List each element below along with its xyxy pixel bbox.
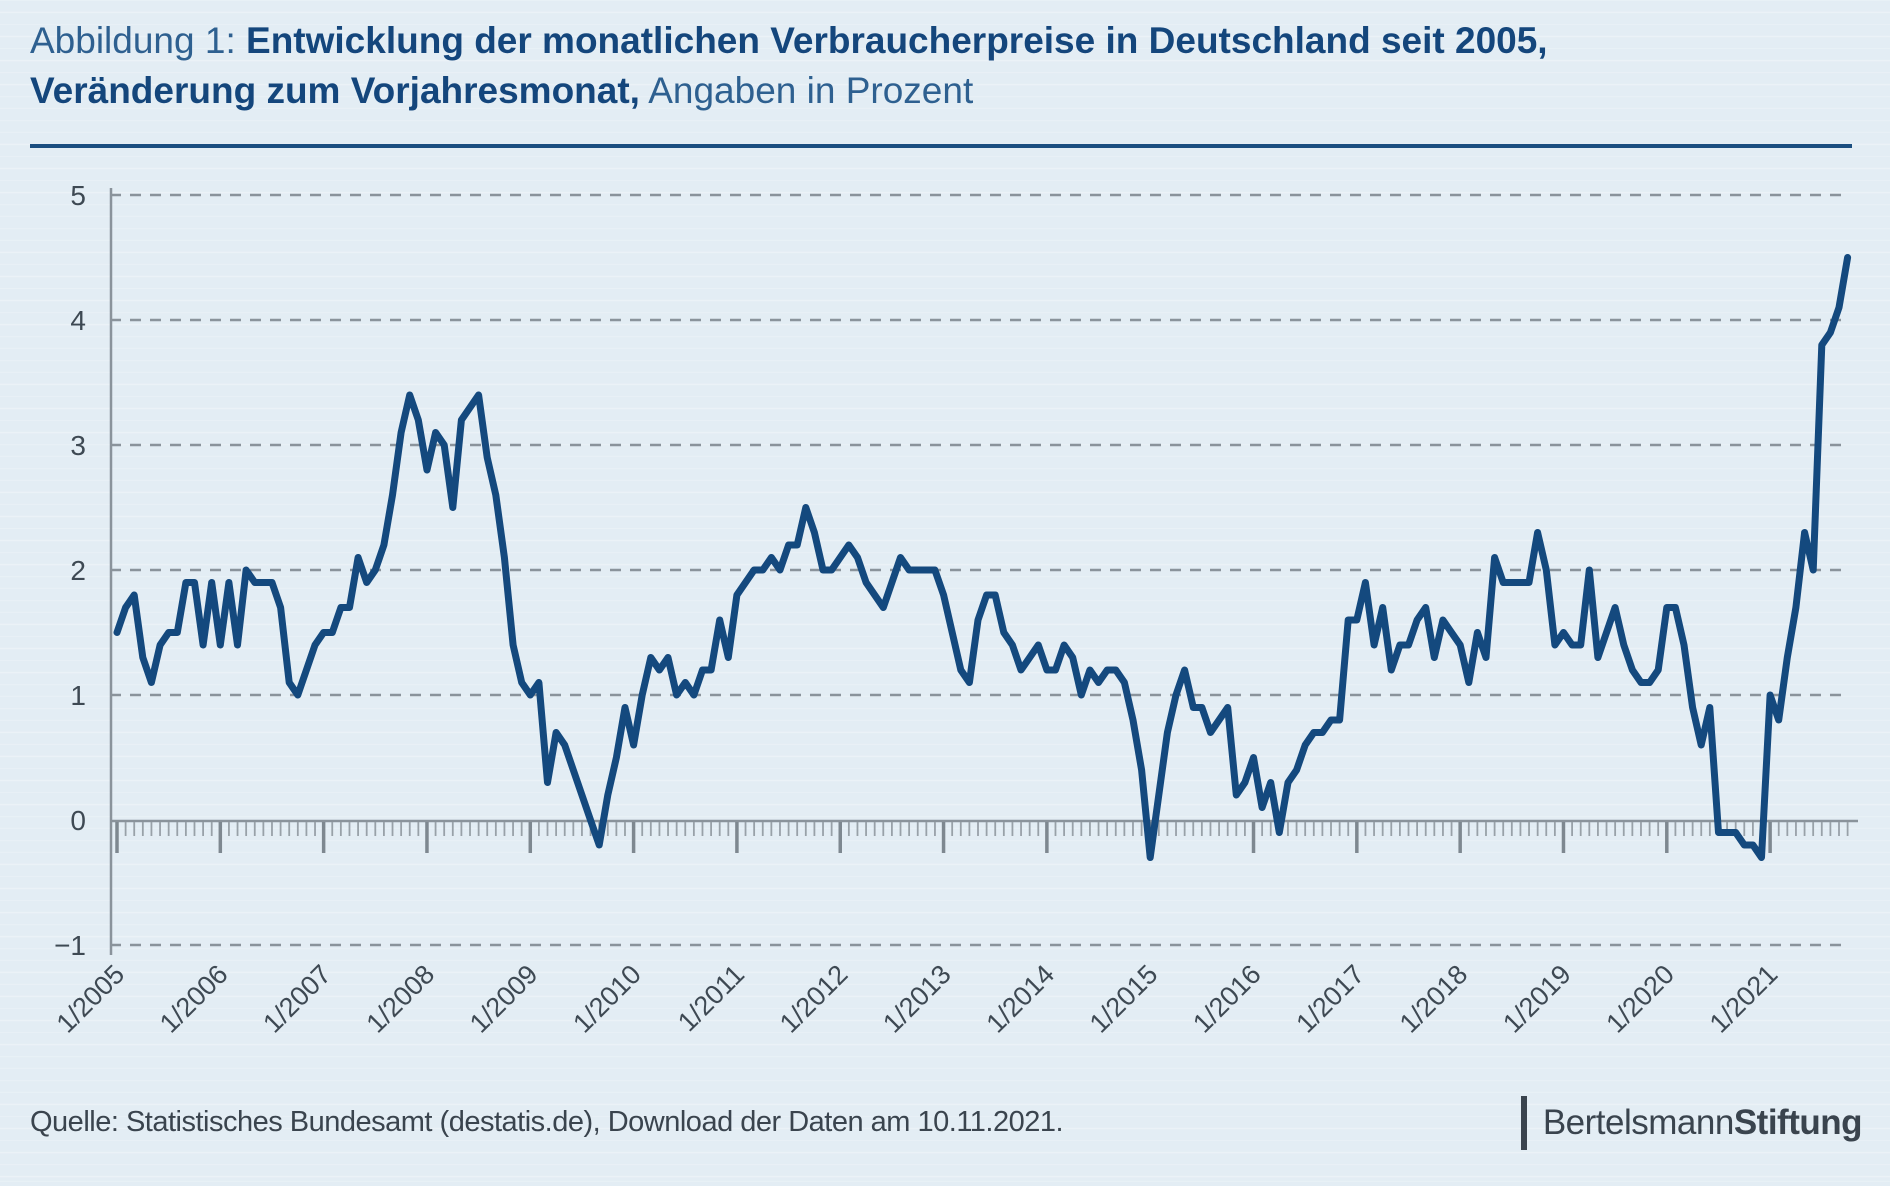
x-tick-label: 1/2013 bbox=[877, 959, 957, 1039]
bertelsmann-stiftung-logo: BertelsmannStiftung bbox=[1520, 1094, 1863, 1152]
logo-name-bold: Stiftung bbox=[1733, 1103, 1863, 1142]
y-tick-label: 2 bbox=[70, 555, 86, 586]
y-tick-label: 5 bbox=[70, 180, 86, 211]
figure-label: Abbildung 1: bbox=[30, 20, 236, 61]
y-tick-label: 4 bbox=[70, 305, 86, 336]
source-note: Quelle: Statistisches Bundesamt (destati… bbox=[30, 1106, 1064, 1138]
y-tick-label: 3 bbox=[70, 430, 86, 461]
logo-name-regular: Bertelsmann bbox=[1542, 1103, 1734, 1142]
x-tick-label: 1/2014 bbox=[981, 959, 1061, 1039]
x-tick-label: 1/2021 bbox=[1704, 959, 1784, 1039]
x-tick-label: 1/2011 bbox=[672, 959, 750, 1037]
x-tick-label: 1/2012 bbox=[774, 959, 854, 1039]
x-tick-label: 1/2009 bbox=[464, 959, 544, 1039]
x-tick-label: 1/2015 bbox=[1084, 959, 1164, 1039]
y-tick-label: 0 bbox=[70, 805, 86, 836]
x-tick-label: 1/2019 bbox=[1497, 959, 1577, 1039]
logo-bar-icon bbox=[1520, 1096, 1527, 1150]
figure-title-line2-regular: Angaben in Prozent bbox=[648, 70, 974, 111]
figure-title-line2-bold: Veränderung zum Vorjahresmonat, bbox=[30, 70, 640, 111]
x-tick-label: 1/2005 bbox=[51, 959, 131, 1039]
x-tick-label: 1/2020 bbox=[1600, 959, 1680, 1039]
x-tick-label: 1/2017 bbox=[1290, 959, 1370, 1039]
y-tick-label: −1 bbox=[54, 930, 86, 961]
x-tick-label: 1/2008 bbox=[361, 959, 441, 1039]
data-line-series bbox=[113, 254, 1852, 861]
y-tick-label: 1 bbox=[70, 680, 86, 711]
x-tick-label: 1/2007 bbox=[257, 959, 337, 1039]
x-tick-label: 1/2006 bbox=[154, 959, 234, 1039]
x-tick-label: 1/2018 bbox=[1394, 959, 1474, 1039]
x-tick-label: 1/2010 bbox=[567, 959, 647, 1039]
figure-title: Abbildung 1: Entwicklung der monatlichen… bbox=[30, 16, 1840, 116]
figure-title-line1: Entwicklung der monatlichen Verbraucherp… bbox=[246, 20, 1548, 61]
x-tick-label: 1/2016 bbox=[1187, 959, 1267, 1039]
title-underline-rule bbox=[30, 144, 1852, 148]
